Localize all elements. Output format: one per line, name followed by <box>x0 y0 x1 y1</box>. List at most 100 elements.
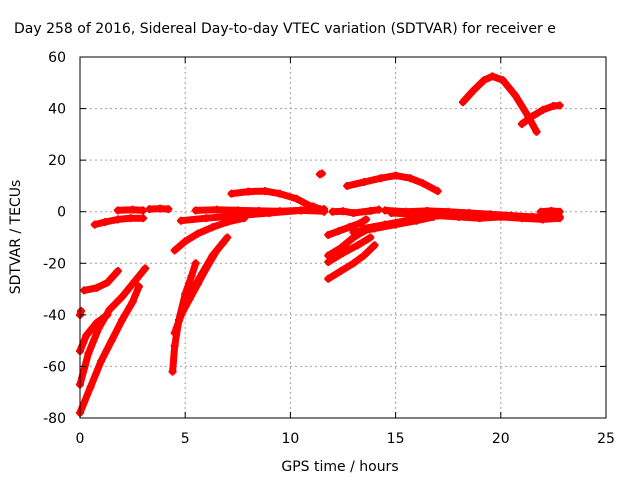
data-point <box>324 257 333 266</box>
data-point <box>193 229 202 238</box>
data-point <box>187 287 196 296</box>
data-point <box>86 383 95 392</box>
data-point <box>317 169 326 178</box>
data-point <box>118 316 127 325</box>
series-9 <box>168 259 200 376</box>
x-axis-label: GPS time / hours <box>281 459 398 475</box>
data-point <box>547 206 556 215</box>
data-point <box>412 210 421 219</box>
series-17 <box>309 202 329 216</box>
data-point <box>345 223 354 232</box>
data-point <box>360 224 369 233</box>
data-point <box>261 187 270 196</box>
data-point <box>444 208 453 217</box>
x-tick-label: 10 <box>281 431 299 447</box>
data-point <box>381 206 390 215</box>
data-point <box>538 215 547 224</box>
data-point <box>366 233 375 242</box>
data-point <box>101 218 110 227</box>
series-5 <box>80 267 122 295</box>
data-point <box>198 269 207 278</box>
data-point <box>343 181 352 190</box>
data-point <box>90 220 99 229</box>
data-point <box>134 282 143 291</box>
data-point <box>391 171 400 180</box>
series-8 <box>145 204 173 214</box>
x-tick-labels: 0 5 10 15 20 25 <box>76 431 615 447</box>
data-point <box>381 220 390 229</box>
series-6 <box>90 214 148 229</box>
data-point <box>360 251 369 260</box>
data-point <box>208 223 217 232</box>
y-tick-label: 60 <box>48 50 66 66</box>
data-point <box>128 205 137 214</box>
data-point <box>107 336 116 345</box>
data-point <box>532 127 541 136</box>
data-point <box>498 76 507 85</box>
data-point <box>517 120 526 129</box>
data-point <box>479 76 488 85</box>
series-track <box>171 239 227 337</box>
series-19 <box>324 215 371 239</box>
axis-ticks <box>79 56 607 419</box>
data-point <box>324 274 333 283</box>
data-point <box>191 206 200 215</box>
data-point <box>402 216 411 225</box>
data-point <box>97 357 106 366</box>
data-point <box>376 174 385 183</box>
series-28 <box>429 208 495 219</box>
data-point <box>429 209 438 218</box>
series-23 <box>343 171 442 196</box>
series-30 <box>458 72 541 136</box>
y-tick-label: -60 <box>43 359 66 375</box>
series-4 <box>76 282 143 417</box>
data-point <box>315 205 324 214</box>
data-point <box>118 292 127 301</box>
plot-frame <box>79 56 607 419</box>
data-point <box>538 105 547 114</box>
data-point <box>84 349 93 358</box>
y-tick-label: -80 <box>43 411 66 427</box>
data-point <box>370 241 379 250</box>
series-11 <box>170 238 228 337</box>
data-point <box>362 215 371 224</box>
data-point <box>469 86 478 95</box>
data-point <box>458 98 467 107</box>
y-tick-label: 40 <box>48 102 66 118</box>
data-point <box>296 206 305 215</box>
y-tick-label: -40 <box>43 308 66 324</box>
y-tick-label: -20 <box>43 256 66 272</box>
series-track <box>459 72 541 136</box>
data-point <box>536 207 545 216</box>
data-point <box>219 238 228 247</box>
data-point <box>128 297 137 306</box>
data-point <box>181 237 190 246</box>
data-point <box>355 219 364 228</box>
data-point <box>191 259 200 268</box>
data-point <box>82 331 91 340</box>
data-point <box>517 214 526 223</box>
data-point <box>433 187 442 196</box>
chart-title: Day 258 of 2016, Sidereal Day-to-day VTE… <box>14 21 556 37</box>
data-point <box>145 205 154 214</box>
series-track <box>80 267 122 294</box>
series-21 <box>324 233 375 266</box>
data-point <box>103 278 112 287</box>
data-point <box>366 206 375 215</box>
data-point <box>418 179 427 188</box>
data-point <box>387 209 396 218</box>
data-point <box>155 204 164 213</box>
data-point <box>320 207 329 216</box>
data-point <box>113 215 122 224</box>
data-point <box>486 210 495 219</box>
data-point <box>275 207 284 216</box>
series-18 <box>328 205 383 218</box>
data-point <box>223 233 232 242</box>
plot-area <box>76 72 564 417</box>
x-tick-label: 0 <box>76 431 85 447</box>
data-point <box>227 189 236 198</box>
data-point <box>488 72 497 81</box>
data-point <box>141 264 150 273</box>
data-point <box>179 305 188 314</box>
